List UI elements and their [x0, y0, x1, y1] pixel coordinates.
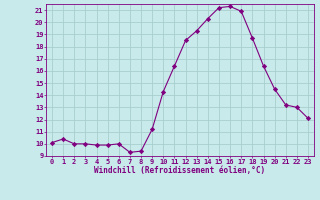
- X-axis label: Windchill (Refroidissement éolien,°C): Windchill (Refroidissement éolien,°C): [94, 166, 266, 175]
